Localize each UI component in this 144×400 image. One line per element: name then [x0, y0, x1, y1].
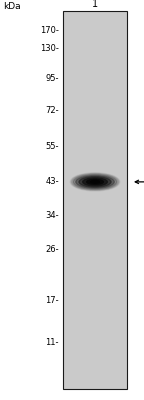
Ellipse shape	[87, 179, 103, 184]
Text: 55-: 55-	[46, 142, 59, 151]
Text: 170-: 170-	[40, 26, 59, 35]
Ellipse shape	[83, 178, 107, 186]
Ellipse shape	[76, 176, 114, 188]
Text: 72-: 72-	[45, 106, 59, 115]
Ellipse shape	[72, 174, 119, 190]
Text: 11-: 11-	[46, 338, 59, 347]
Text: 34-: 34-	[45, 211, 59, 220]
Ellipse shape	[73, 174, 117, 189]
Text: 17-: 17-	[45, 296, 59, 304]
Text: 130-: 130-	[40, 44, 59, 53]
Text: 1: 1	[92, 0, 98, 9]
Ellipse shape	[91, 181, 100, 183]
Bar	[63, 11, 127, 389]
Ellipse shape	[70, 173, 120, 191]
Ellipse shape	[79, 177, 111, 187]
Text: 43-: 43-	[45, 177, 59, 186]
Text: 26-: 26-	[45, 245, 59, 254]
Text: kDa: kDa	[3, 2, 20, 11]
Text: 95-: 95-	[46, 74, 59, 83]
